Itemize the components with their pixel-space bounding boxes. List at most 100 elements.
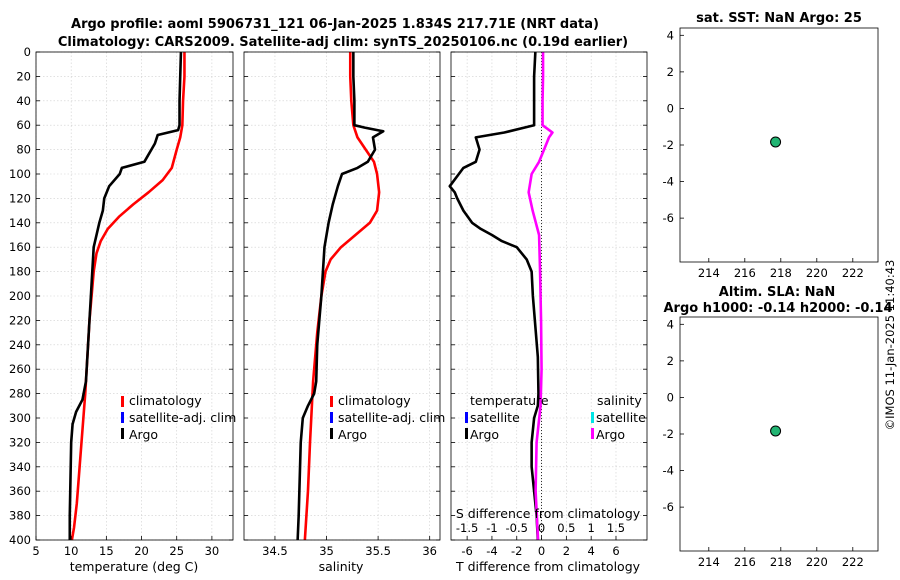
depth-tick-label: 320 [9, 435, 31, 449]
depth-tick-label: 360 [9, 484, 31, 498]
legend-swatch-s-argo [591, 428, 594, 439]
depth-tick-label: 140 [9, 216, 31, 230]
temperature-x-tick-label: 20 [134, 544, 149, 558]
salinity-panel: 34.5 35 35.5 36 [243, 51, 441, 558]
depth-tick-label: 20 [16, 69, 31, 83]
depth-tick-label: 40 [16, 94, 31, 108]
legend-label-climatology: climatology [338, 393, 411, 408]
sst-x-tick-label: 216 [734, 266, 756, 280]
s-difference-tick-label: 1 [588, 521, 595, 535]
s-difference-tick-label: 1.5 [607, 521, 625, 535]
legend-swatch-climatology [330, 396, 333, 407]
legend-label-argo: Argo [338, 427, 367, 442]
depth-tick-label: 120 [9, 191, 31, 205]
sst-x-tick-label: 218 [770, 266, 792, 280]
depth-tick-label: 0 [24, 45, 31, 59]
sla-y-tick-label: 0 [667, 390, 674, 404]
legend-swatch-s-satellite [591, 412, 594, 423]
differences-x-tick-label: -2 [511, 544, 522, 558]
salinity-legend: climatology satellite-adj. clim Argo [330, 393, 445, 442]
sst-y-tick-label: 2 [667, 65, 674, 79]
legend-swatch-satellite-adj [121, 412, 124, 423]
salinity-x-tick-label: 35.5 [365, 544, 391, 558]
differences-x-tick-label: 2 [563, 544, 570, 558]
depth-tick-label: 280 [9, 387, 31, 401]
differences-x-tick-label: -4 [486, 544, 497, 558]
sla-y-tick-label: -4 [663, 464, 674, 478]
temperature-x-tick-label: 15 [99, 544, 114, 558]
legend-label-t-argo: Argo [470, 427, 499, 442]
sst-panel-title: sat. SST: NaN Argo: 25 [696, 11, 862, 26]
difference-panel: -6 -4 -2 0 2 4 6 -1.5 -1 -0.5 0 0.5 1 1.5 [448, 51, 648, 558]
legend-swatch-satellite-adj [330, 412, 333, 423]
s-difference-tick-label: -0.5 [506, 521, 528, 535]
legend-label-argo: Argo [129, 427, 158, 442]
legend-swatch-t-argo [465, 428, 468, 439]
sla-y-tick-label: 4 [667, 317, 674, 331]
depth-tick-label: 220 [9, 313, 31, 327]
legend-label-satellite-adj: satellite-adj. clim [338, 410, 445, 425]
differences-x-tick-label: 0 [538, 544, 545, 558]
legend-label-t-satellite: satellite [470, 410, 520, 425]
sst-y-tick-label: 0 [667, 101, 674, 115]
salinity-x-tick-label: 34.5 [262, 544, 288, 558]
legend-label-s-argo: Argo [596, 427, 625, 442]
imos-timestamp: ©IMOS 11-Jan-2025 11:40:43 [883, 260, 897, 431]
differences-x-tick-label: -6 [461, 544, 472, 558]
sla-argo-point [770, 425, 782, 437]
s-difference-tick-label: -1.5 [456, 521, 478, 535]
figure-title-line2: Climatology: CARS2009. Satellite-adj cli… [58, 35, 628, 50]
sla-x-tick-label: 222 [842, 555, 864, 569]
sla-y-tick-label: -2 [663, 427, 674, 441]
depth-tick-label: 400 [9, 533, 31, 547]
s-difference-label: S difference from climatology [456, 506, 641, 521]
temperature-legend: climatology satellite-adj. clim Argo [121, 393, 236, 442]
sst-argo-point [770, 136, 782, 148]
legend-label-satellite-adj: satellite-adj. clim [129, 410, 236, 425]
depth-tick-label: 60 [16, 118, 31, 132]
temperature-series-argo [68, 51, 183, 540]
depth-tick-label: 100 [9, 167, 31, 181]
legend-swatch-climatology [121, 396, 124, 407]
t-difference-x-label: T difference from climatology [455, 559, 641, 574]
sst-y-tick-label: -2 [663, 138, 674, 152]
sla-y-tick-label: 2 [667, 354, 674, 368]
sst-panel: 214 216 218 220 222 4 2 0 -2 -4 -6 [663, 27, 879, 280]
sla-panel-title-line1: Altim. SLA: NaN [719, 285, 835, 300]
salinity-series-argo [296, 52, 385, 541]
legend-swatch-t-satellite [465, 412, 468, 423]
salinity-x-tick-label: 35 [319, 544, 334, 558]
sst-y-tick-label: -6 [663, 211, 674, 225]
sla-x-tick-label: 216 [734, 555, 756, 569]
sla-y-tick-label: -6 [663, 500, 674, 514]
temperature-x-tick-label: 25 [169, 544, 184, 558]
sst-x-tick-label: 222 [842, 266, 864, 280]
temperature-x-tick-label: 30 [205, 544, 220, 558]
depth-tick-label: 260 [9, 362, 31, 376]
differences-x-tick-label: 6 [612, 544, 619, 558]
legend-label-climatology: climatology [129, 393, 202, 408]
sst-x-tick-label: 220 [806, 266, 828, 280]
salinity-series-climatology [303, 52, 381, 541]
temperature-series-climatology [70, 52, 186, 541]
legend-title-salinity: salinity [597, 393, 642, 408]
sla-x-tick-label: 218 [770, 555, 792, 569]
temperature-x-tick-label: 5 [32, 544, 39, 558]
depth-tick-label: 180 [9, 265, 31, 279]
differences-series-t-argo [448, 51, 540, 541]
sst-y-tick-label: 4 [667, 28, 674, 42]
s-difference-tick-label: 0.5 [557, 521, 575, 535]
depth-tick-label: 80 [16, 143, 31, 157]
legend-title-temperature: temperature [470, 393, 549, 408]
sla-x-tick-label: 214 [698, 555, 720, 569]
legend-swatch-argo [121, 428, 124, 439]
temperature-panel: 5 10 15 20 25 3002040608010012014016018020022… [9, 45, 234, 558]
depth-tick-label: 300 [9, 411, 31, 425]
sst-y-tick-label: -4 [663, 175, 674, 189]
s-difference-tick-label: 0 [538, 521, 545, 535]
depth-tick-label: 200 [9, 289, 31, 303]
salinity-x-label: salinity [319, 559, 364, 574]
legend-swatch-argo [330, 428, 333, 439]
sst-x-tick-label: 214 [698, 266, 720, 280]
